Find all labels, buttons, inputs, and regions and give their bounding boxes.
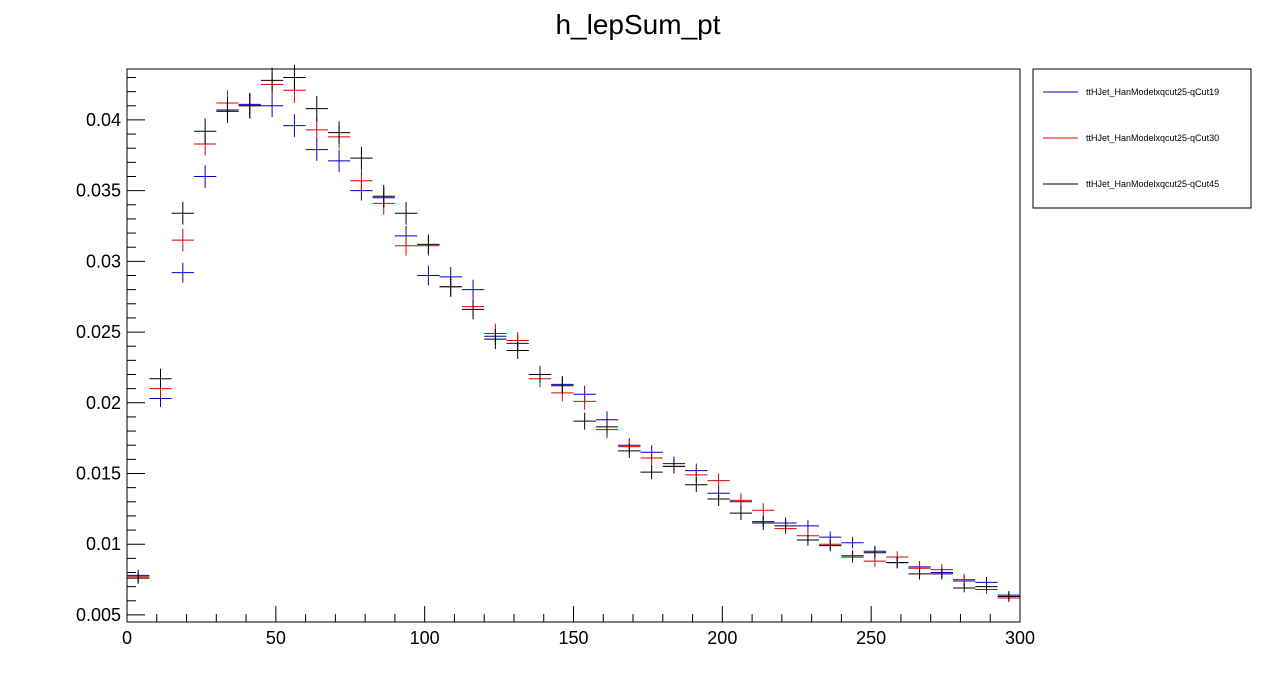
y-tick-label: 0.025 bbox=[76, 322, 121, 342]
data-point bbox=[819, 539, 842, 552]
data-point bbox=[327, 149, 351, 173]
data-point bbox=[327, 121, 351, 144]
data-point bbox=[908, 568, 931, 580]
y-tick-label: 0.04 bbox=[86, 110, 121, 130]
data-point bbox=[484, 329, 507, 350]
data-point bbox=[461, 279, 485, 300]
y-tick-label: 0.03 bbox=[86, 251, 121, 271]
data-point bbox=[729, 493, 753, 508]
data-point bbox=[841, 551, 864, 563]
x-tick-label: 150 bbox=[558, 628, 588, 648]
data-point bbox=[640, 450, 663, 466]
y-tick-label: 0.02 bbox=[86, 393, 121, 413]
data-point bbox=[260, 67, 284, 94]
data-point bbox=[863, 547, 887, 559]
data-point bbox=[551, 377, 574, 395]
legend-label: ttHJet_HanModelxqcut25-qCut19 bbox=[1086, 87, 1219, 97]
data-point bbox=[283, 114, 306, 137]
data-point bbox=[260, 94, 284, 118]
data-point bbox=[752, 503, 775, 518]
legend-entries: ttHJet_HanModelxqcut25-qCut19 ttHJet_HanM… bbox=[1043, 87, 1219, 189]
data-point bbox=[662, 459, 686, 474]
data-point bbox=[394, 201, 418, 225]
data-point bbox=[350, 169, 373, 193]
data-point bbox=[528, 366, 552, 383]
data-point bbox=[417, 265, 440, 286]
data-point bbox=[350, 146, 373, 170]
data-point bbox=[618, 443, 641, 458]
data-point bbox=[975, 582, 998, 591]
data-point bbox=[953, 573, 976, 586]
legend-label: ttHJet_HanModelxqcut25-qCut45 bbox=[1086, 179, 1219, 189]
data-point bbox=[796, 534, 820, 546]
data-point bbox=[305, 138, 328, 161]
data-point bbox=[216, 97, 239, 123]
data-point bbox=[640, 465, 663, 480]
data-point bbox=[193, 118, 217, 144]
series-3 bbox=[127, 64, 1020, 601]
data-point bbox=[439, 276, 462, 297]
data-point bbox=[394, 235, 418, 256]
x-tick-label: 0 bbox=[122, 628, 132, 648]
x-tick-label: 200 bbox=[707, 628, 737, 648]
y-axis: 0.005 0.01 0.015 0.02 0.025 0.03 0.035 0.04 bbox=[76, 76, 145, 625]
legend: ttHJet_HanModelxqcut25-qCut19 ttHJet_HanM… bbox=[1032, 68, 1252, 209]
series-2 bbox=[127, 71, 1020, 603]
data-point bbox=[729, 506, 753, 521]
data-point bbox=[193, 165, 217, 188]
y-tick-label: 0.015 bbox=[76, 463, 121, 483]
series-layer bbox=[127, 64, 1020, 603]
data-point bbox=[238, 93, 261, 119]
y-tick-label: 0.005 bbox=[76, 605, 121, 625]
data-point bbox=[595, 418, 619, 436]
data-point bbox=[774, 520, 797, 532]
data-point bbox=[305, 118, 328, 142]
x-axis: 0 50 100 150 200 250 300 bbox=[122, 606, 1035, 648]
data-point bbox=[707, 491, 730, 507]
x-tick-label: 100 bbox=[410, 628, 440, 648]
data-point bbox=[171, 201, 194, 225]
data-point bbox=[841, 537, 864, 549]
data-point bbox=[752, 515, 775, 531]
data-point bbox=[149, 368, 172, 389]
data-point bbox=[305, 95, 328, 122]
data-point bbox=[796, 520, 820, 532]
data-point bbox=[930, 568, 954, 580]
series-1 bbox=[127, 93, 1020, 600]
chart-title: h_lepSum_pt bbox=[555, 9, 720, 40]
data-point bbox=[171, 262, 194, 283]
data-point bbox=[283, 64, 306, 91]
data-point bbox=[506, 341, 529, 359]
plot-frame bbox=[126, 68, 1021, 623]
data-point bbox=[953, 583, 976, 593]
data-point bbox=[461, 299, 485, 320]
data-point bbox=[127, 572, 150, 584]
data-point bbox=[417, 234, 440, 255]
data-point bbox=[171, 228, 194, 252]
x-tick-label: 300 bbox=[1005, 628, 1035, 648]
x-tick-label: 50 bbox=[266, 628, 286, 648]
data-point bbox=[997, 592, 1020, 601]
data-point bbox=[573, 392, 596, 410]
data-point bbox=[707, 473, 730, 488]
data-point bbox=[685, 477, 708, 492]
y-tick-label: 0.01 bbox=[86, 534, 121, 554]
data-point bbox=[886, 556, 909, 569]
data-point bbox=[573, 412, 596, 430]
y-tick-label: 0.035 bbox=[76, 181, 121, 201]
x-tick-label: 250 bbox=[856, 628, 886, 648]
data-point bbox=[372, 184, 395, 208]
legend-label: ttHJet_HanModelxqcut25-qCut30 bbox=[1086, 133, 1219, 143]
